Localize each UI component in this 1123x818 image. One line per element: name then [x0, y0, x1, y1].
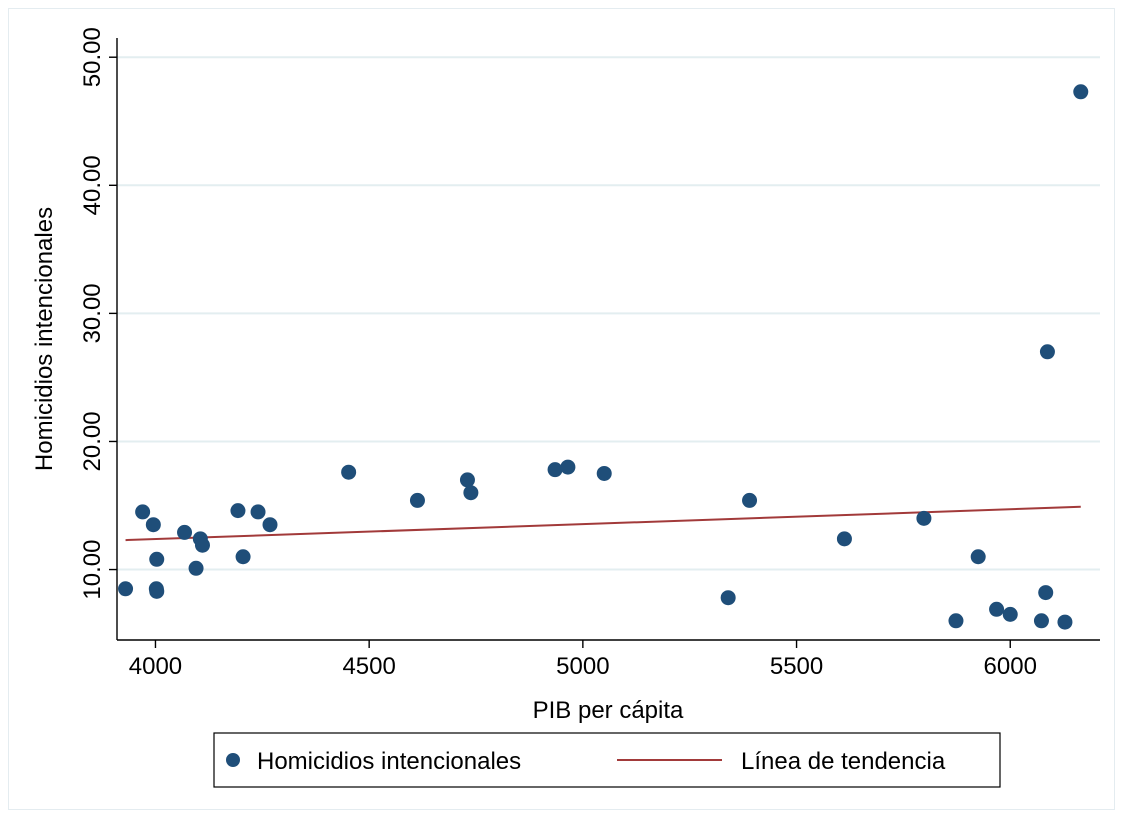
data-point-2	[145, 517, 161, 533]
data-point-18	[547, 462, 563, 478]
data-point-26	[970, 549, 986, 565]
data-point-32	[1057, 614, 1073, 630]
data-point-14	[341, 464, 357, 480]
y-tick-label-1: 20.00	[79, 411, 106, 471]
data-point-30	[1038, 585, 1054, 601]
legend: Homicidios intencionales Línea de tenden…	[213, 732, 1001, 788]
data-point-11	[235, 549, 251, 565]
legend-label-homicidios: Homicidios intencionales	[257, 748, 521, 775]
legend-label-tendencia: Línea de tendencia	[741, 748, 946, 775]
data-point-9	[194, 537, 210, 553]
legend-box	[213, 732, 1001, 788]
data-point-29	[1033, 613, 1049, 629]
x-tick-label-3: 5500	[770, 653, 823, 680]
x-tick-label-0: 4000	[129, 653, 182, 680]
data-point-20	[596, 465, 612, 481]
data-point-6	[177, 524, 193, 540]
data-point-13	[262, 517, 278, 533]
data-point-17	[463, 485, 479, 501]
y-tick-label-0: 10.00	[79, 540, 106, 600]
y-axis-ticks: 10.00 20.00 30.00 40.00 50.00	[79, 27, 117, 600]
data-point-28	[1002, 606, 1018, 622]
data-point-21	[720, 590, 736, 606]
data-point-19	[560, 459, 576, 475]
data-point-10	[230, 503, 246, 519]
data-point-25	[948, 613, 964, 629]
y-tick-label-3: 40.00	[79, 155, 106, 215]
x-tick-label-2: 5000	[556, 653, 609, 680]
x-axis-label: PIB per cápita	[533, 697, 684, 724]
data-point-24	[916, 510, 932, 526]
data-points	[118, 84, 1089, 630]
data-point-23	[836, 531, 852, 547]
data-point-15	[409, 492, 425, 508]
chart-frame	[8, 8, 1115, 810]
y-axis-label: Homicidios intencionales	[31, 207, 58, 471]
data-point-3	[149, 551, 165, 567]
data-point-12	[250, 504, 266, 520]
x-tick-label-1: 4500	[342, 653, 395, 680]
data-point-0	[118, 581, 134, 597]
data-point-1	[135, 504, 151, 520]
x-tick-label-4: 6000	[984, 653, 1037, 680]
data-point-7	[188, 560, 204, 576]
data-point-5	[149, 583, 165, 599]
data-point-27	[989, 601, 1005, 617]
data-point-16	[459, 472, 475, 488]
data-point-22	[742, 492, 758, 508]
data-point-33	[1073, 84, 1089, 100]
y-tick-label-4: 50.00	[79, 27, 106, 87]
y-tick-label-2: 30.00	[79, 283, 106, 343]
legend-marker-homicidios	[226, 753, 240, 767]
x-axis-ticks: 4000 4500 5000 5500 6000	[129, 640, 1037, 680]
data-point-31	[1039, 344, 1055, 360]
gridlines	[117, 56, 1100, 571]
